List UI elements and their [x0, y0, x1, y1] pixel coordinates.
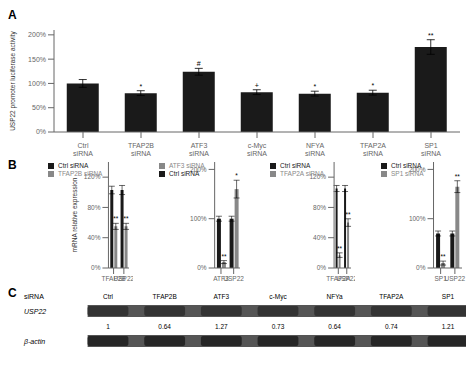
svg-text:USP22 promoter luciferase acti: USP22 promoter luciferase activity — [9, 30, 17, 130]
svg-text:+: + — [255, 82, 259, 89]
svg-text:100%: 100% — [190, 215, 207, 222]
svg-text:200%: 200% — [190, 166, 207, 173]
svg-text:USP22: USP22 — [445, 275, 466, 282]
svg-text:1: 1 — [106, 323, 110, 330]
svg-text:C: C — [8, 286, 17, 300]
svg-text:**: ** — [428, 32, 434, 39]
svg-text:TFAP2BsiRNA: TFAP2BsiRNA — [128, 142, 154, 157]
svg-text:**: ** — [124, 215, 130, 222]
svg-text:0%: 0% — [36, 128, 46, 135]
svg-text:siRNA: siRNA — [24, 293, 44, 300]
svg-text:SP1siRNA: SP1siRNA — [421, 142, 441, 157]
svg-text:0%: 0% — [197, 264, 207, 271]
svg-text:80%: 80% — [313, 204, 326, 211]
svg-text:NFYa: NFYa — [327, 293, 344, 300]
svg-text:β-actin: β-actin — [23, 338, 45, 346]
svg-text:0.74: 0.74 — [385, 323, 398, 330]
svg-text:*: * — [313, 83, 316, 90]
svg-text:0%: 0% — [317, 264, 327, 271]
svg-text:CtrlsiRNA: CtrlsiRNA — [73, 142, 93, 157]
svg-text:**: ** — [113, 215, 119, 222]
svg-text:0.73: 0.73 — [272, 323, 285, 330]
svg-text:SP1: SP1 — [442, 293, 455, 300]
svg-text:USP22: USP22 — [336, 275, 355, 282]
svg-text:0.64: 0.64 — [158, 323, 171, 330]
svg-text:200%: 200% — [28, 31, 46, 38]
svg-text:*: * — [139, 83, 142, 90]
svg-text:**: ** — [455, 173, 461, 180]
svg-text:ATF3siRNA: ATF3siRNA — [189, 142, 209, 157]
svg-text:100%: 100% — [409, 215, 426, 222]
svg-text:ATF3: ATF3 — [214, 293, 230, 300]
svg-text:0%: 0% — [416, 264, 426, 271]
svg-text:#: # — [197, 60, 201, 67]
svg-text:NFYAsiRNA: NFYAsiRNA — [305, 142, 325, 157]
svg-text:40%: 40% — [87, 234, 100, 241]
svg-text:**: ** — [441, 253, 447, 260]
svg-text:150%: 150% — [28, 56, 46, 63]
svg-text:TFAP2AsiRNA: TFAP2AsiRNA — [360, 142, 386, 157]
svg-text:0%: 0% — [91, 264, 101, 271]
svg-text:mRNA relative expression: mRNA relative expression — [71, 177, 79, 252]
svg-text:USP22: USP22 — [114, 275, 133, 282]
svg-text:**: ** — [346, 211, 352, 218]
svg-text:TFAP2B: TFAP2B — [153, 293, 177, 300]
svg-text:0.64: 0.64 — [328, 323, 341, 330]
svg-text:100%: 100% — [28, 80, 46, 87]
svg-text:40%: 40% — [313, 234, 326, 241]
svg-text:120%: 120% — [84, 173, 101, 180]
svg-text:*: * — [235, 172, 238, 179]
svg-text:TFAP2A: TFAP2A — [379, 293, 404, 300]
svg-text:80%: 80% — [87, 204, 100, 211]
svg-text:1.27: 1.27 — [215, 323, 228, 330]
svg-text:1.21: 1.21 — [442, 323, 455, 330]
svg-text:**: ** — [221, 253, 227, 260]
svg-text:USP22: USP22 — [24, 308, 46, 315]
svg-text:50%: 50% — [32, 104, 46, 111]
svg-text:c-MycsiRNA: c-MycsiRNA — [247, 142, 267, 157]
svg-text:Ctrl: Ctrl — [103, 293, 114, 300]
svg-text:USP22: USP22 — [223, 275, 244, 282]
svg-text:**: ** — [337, 245, 343, 252]
svg-text:c-Myc: c-Myc — [269, 293, 287, 301]
svg-text:*: * — [371, 82, 374, 89]
svg-text:120%: 120% — [309, 173, 326, 180]
svg-text:200%: 200% — [409, 166, 426, 173]
